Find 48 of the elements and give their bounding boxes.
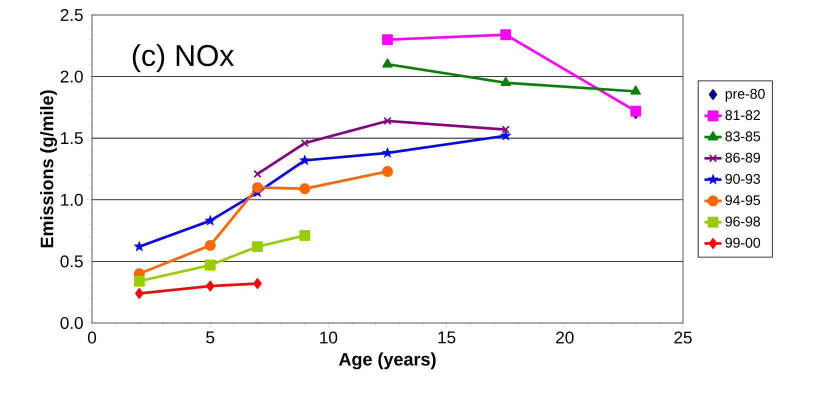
legend-label: pre-80 (726, 88, 765, 102)
point (382, 166, 393, 177)
y-tick-label: 2.0 (60, 70, 83, 83)
point (500, 29, 512, 40)
y-tick-label: 2.5 (60, 8, 83, 22)
point (299, 183, 310, 194)
x-tick-label: 20 (556, 332, 574, 344)
point (299, 230, 310, 241)
point (500, 76, 511, 86)
x-tick-label: 25 (674, 332, 692, 344)
y-tick-label: 1.5 (61, 132, 83, 144)
point (204, 240, 216, 251)
text: (c) NOx (132, 44, 234, 72)
point (206, 280, 214, 292)
point (300, 139, 309, 148)
point (382, 34, 393, 46)
x-axis-title: Age (years) (338, 352, 436, 370)
point (134, 276, 145, 286)
point (253, 278, 262, 289)
legend-label: 99-00 (726, 238, 760, 248)
point (252, 241, 263, 252)
point (204, 260, 216, 270)
x-tick-label: 0 (88, 332, 96, 344)
point (502, 126, 510, 134)
point (299, 154, 310, 166)
y-tick-label: 0.5 (60, 255, 83, 268)
y-axis-title: Emissions (g/mile) (40, 90, 57, 248)
x-tick-label: 5 (206, 332, 214, 344)
point (204, 215, 216, 226)
x-tick-label: 10 (320, 332, 338, 344)
point (630, 86, 641, 95)
point (383, 116, 392, 125)
point (630, 106, 642, 116)
legend-label: 96-98 (726, 216, 760, 226)
point (500, 130, 512, 140)
legend-label: 81-82 (725, 110, 760, 120)
point (252, 182, 263, 193)
legend-label: 86-89 (725, 152, 760, 163)
x-tick-label: 15 (438, 332, 456, 344)
point (382, 58, 393, 68)
y-tick-label: 1.0 (61, 194, 83, 206)
legend-label: 83-85 (725, 131, 760, 142)
point (135, 288, 144, 299)
point (253, 170, 262, 178)
legend-label: 90-93 (726, 174, 760, 184)
y-tick-label: 0.0 (60, 316, 83, 330)
legend-label: 94-95 (726, 195, 760, 206)
point (382, 147, 393, 158)
